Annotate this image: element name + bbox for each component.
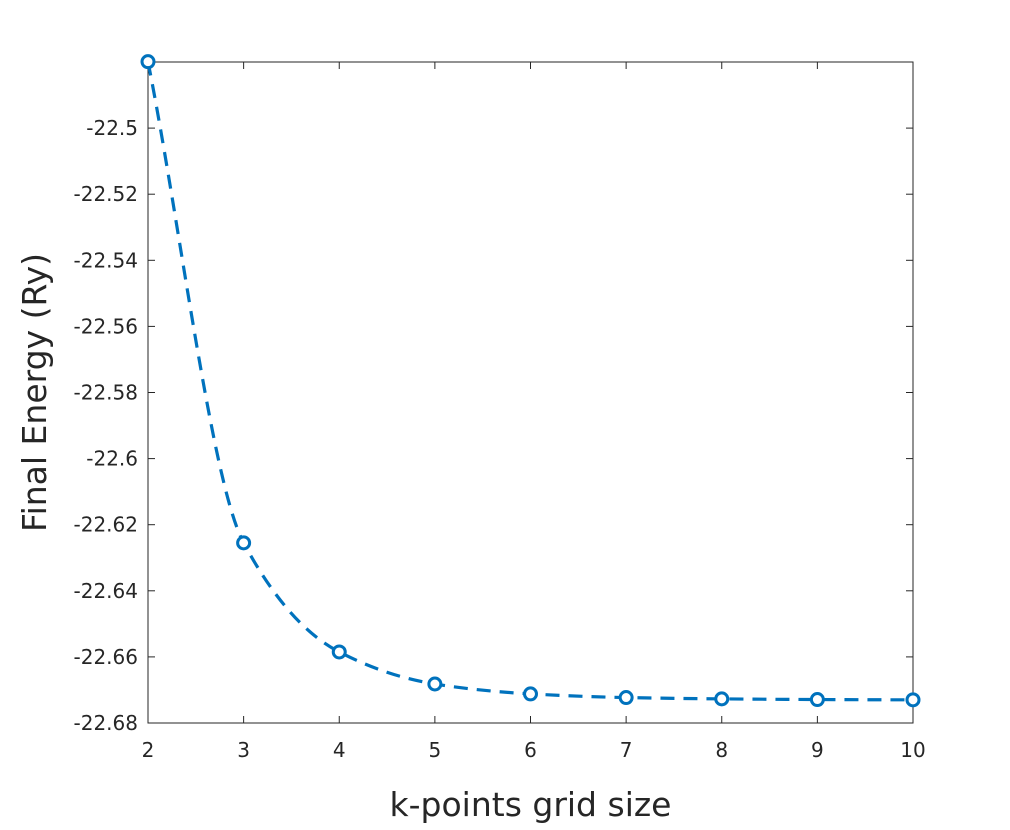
x-tick-label: 7 bbox=[620, 738, 633, 762]
plot-area: 2 3 4 5 6 7 8 9 10 -22.5 -22.52 -22.54 -22.56 -22.58… bbox=[74, 54, 926, 762]
x-tick-label: 9 bbox=[811, 738, 824, 762]
data-point bbox=[523, 686, 538, 702]
x-tick-label: 6 bbox=[524, 738, 537, 762]
y-tick-label: -22.52 bbox=[74, 182, 138, 206]
y-tick-label: -22.64 bbox=[74, 579, 138, 603]
data-point bbox=[140, 54, 156, 70]
data-point bbox=[618, 690, 634, 706]
x-tick-label: 2 bbox=[142, 738, 155, 762]
x-tick-label: 8 bbox=[715, 738, 728, 762]
data-point bbox=[809, 692, 825, 708]
y-tick-label: -22.68 bbox=[74, 711, 138, 735]
x-tick-label: 10 bbox=[900, 738, 925, 762]
y-axis-label: Final Energy (Ry) bbox=[15, 253, 54, 532]
data-point bbox=[714, 691, 730, 707]
x-tick-label: 5 bbox=[429, 738, 442, 762]
y-tick-label: -22.58 bbox=[74, 381, 138, 405]
y-tick-label: -22.54 bbox=[74, 248, 138, 272]
y-tick-label: -22.56 bbox=[74, 314, 138, 338]
y-tick-label: -22.66 bbox=[74, 645, 138, 669]
y-tick-label: -22.5 bbox=[86, 116, 138, 140]
y-tick-label: -22.62 bbox=[74, 513, 138, 537]
x-tick-label: 4 bbox=[333, 738, 346, 762]
data-point bbox=[905, 692, 921, 708]
x-axis: 2 3 4 5 6 7 8 9 10 bbox=[142, 62, 926, 762]
y-tick-label: -22.6 bbox=[86, 447, 138, 471]
x-axis-label: k-points grid size bbox=[390, 785, 672, 824]
data-point bbox=[236, 535, 252, 551]
y-axis: -22.5 -22.52 -22.54 -22.56 -22.58 -22.6 -22.62… bbox=[74, 116, 913, 735]
data-point bbox=[331, 644, 347, 660]
data-point bbox=[427, 676, 443, 692]
series-line bbox=[146, 61, 914, 702]
x-tick-label: 3 bbox=[237, 738, 250, 762]
series-layer bbox=[140, 54, 921, 708]
